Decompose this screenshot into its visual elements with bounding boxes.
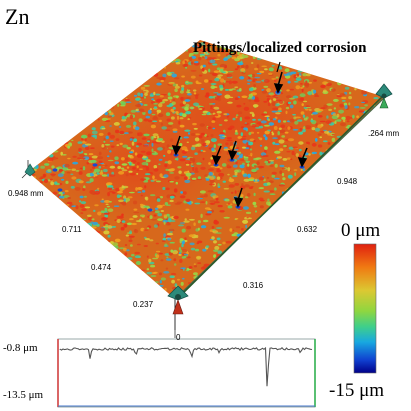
annotation-arrow bbox=[276, 61, 281, 73]
pit-arrow-6 bbox=[233, 187, 244, 208]
profile-panel bbox=[57, 338, 316, 408]
right-tick-2: 0.316 bbox=[243, 281, 264, 290]
colorbar bbox=[353, 243, 377, 374]
profile-top-label: -0.8 μm bbox=[3, 342, 38, 354]
left-tick-2: 0.474 bbox=[91, 263, 112, 272]
left-tick-3: 0.237 bbox=[133, 300, 154, 309]
pit-arrow-4 bbox=[227, 140, 238, 161]
pit-arrow-5 bbox=[297, 147, 308, 168]
pit-arrow-3 bbox=[211, 145, 222, 166]
pit-arrow-2 bbox=[171, 135, 182, 156]
left-tick-0: 0.948 mm bbox=[8, 189, 44, 198]
colorbar-top-label: 0 μm bbox=[341, 220, 381, 241]
corner-marker bbox=[24, 163, 36, 177]
profile-bottom-label: -13.5 μm bbox=[3, 389, 44, 401]
right-tick-1: 0.632 bbox=[297, 225, 318, 234]
annotation-label: Pittings/localized corrosion bbox=[193, 40, 367, 56]
profile-end-marker bbox=[375, 83, 393, 109]
profile-trace bbox=[59, 346, 313, 387]
left-tick-1: 0.711 bbox=[62, 225, 82, 234]
profile-start-marker bbox=[167, 285, 189, 315]
pit-arrow-1 bbox=[273, 71, 284, 94]
left-tick-4: 0 bbox=[176, 333, 181, 342]
right-tick-0: 0.948 bbox=[337, 177, 358, 186]
far-right-tick: .264 mm bbox=[368, 129, 400, 138]
sample-label: Zn bbox=[5, 4, 30, 29]
colorbar-bottom-label: -15 μm bbox=[329, 380, 385, 401]
profile-line bbox=[178, 94, 385, 298]
